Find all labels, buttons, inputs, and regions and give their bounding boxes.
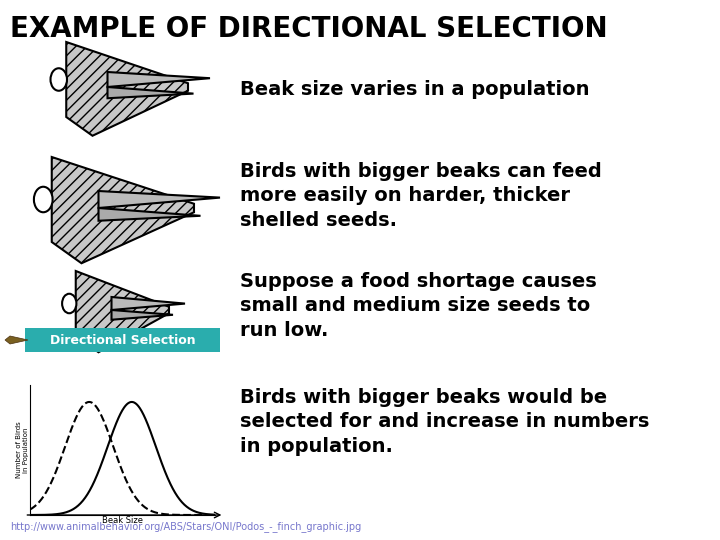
Polygon shape bbox=[76, 271, 169, 352]
Text: Beak size varies in a population: Beak size varies in a population bbox=[240, 80, 590, 99]
Polygon shape bbox=[112, 310, 173, 320]
Ellipse shape bbox=[62, 294, 76, 313]
Polygon shape bbox=[107, 87, 194, 98]
Polygon shape bbox=[5, 336, 28, 344]
Polygon shape bbox=[107, 72, 210, 87]
Text: EXAMPLE OF DIRECTIONAL SELECTION: EXAMPLE OF DIRECTIONAL SELECTION bbox=[10, 15, 608, 43]
Polygon shape bbox=[66, 42, 188, 136]
Text: Birds with bigger beaks would be
selected for and increase in numbers
in populat: Birds with bigger beaks would be selecte… bbox=[240, 388, 649, 456]
Ellipse shape bbox=[50, 68, 67, 91]
Text: Birds with bigger beaks can feed
more easily on harder, thicker
shelled seeds.: Birds with bigger beaks can feed more ea… bbox=[240, 162, 602, 230]
Polygon shape bbox=[99, 191, 220, 208]
Y-axis label: Number of Birds
in Population: Number of Birds in Population bbox=[16, 422, 29, 478]
FancyBboxPatch shape bbox=[25, 328, 220, 352]
Polygon shape bbox=[99, 208, 200, 221]
Text: Directional Selection: Directional Selection bbox=[50, 334, 195, 347]
Text: http://www.animalbehavior.org/ABS/Stars/ONI/Podos_-_finch_graphic.jpg: http://www.animalbehavior.org/ABS/Stars/… bbox=[10, 521, 361, 532]
Polygon shape bbox=[112, 297, 185, 310]
Polygon shape bbox=[52, 157, 194, 263]
X-axis label: Beak Size: Beak Size bbox=[102, 516, 143, 525]
Text: Suppose a food shortage causes
small and medium size seeds to
run low.: Suppose a food shortage causes small and… bbox=[240, 272, 597, 340]
Ellipse shape bbox=[34, 187, 53, 212]
